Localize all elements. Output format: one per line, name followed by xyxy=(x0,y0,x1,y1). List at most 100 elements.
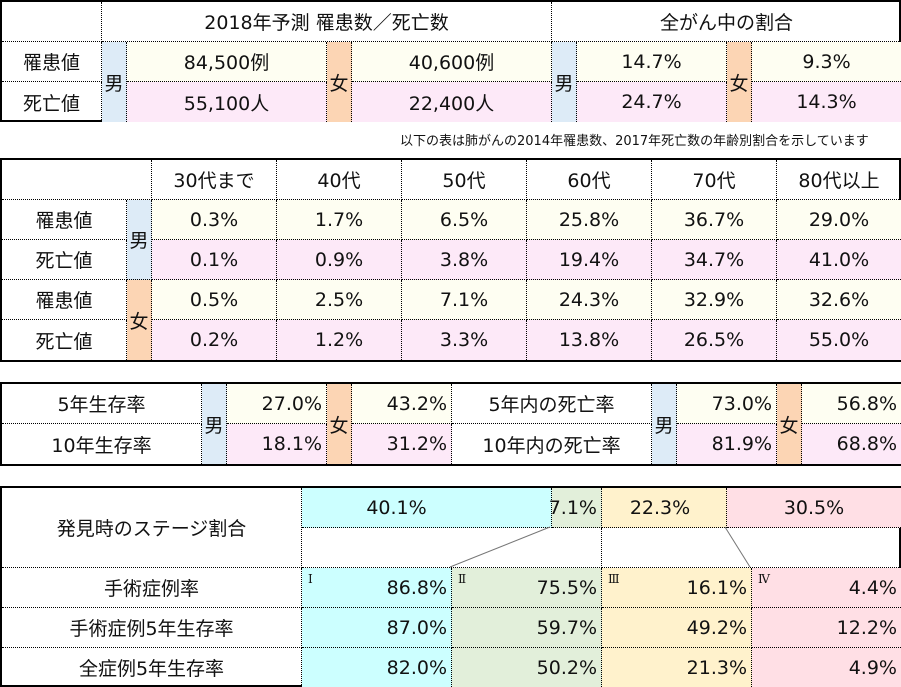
table-cell: 4.9% xyxy=(752,648,901,687)
forecast-header: 2018年予測 罹患数／死亡数 xyxy=(102,2,552,42)
male-label: 男 xyxy=(127,200,152,280)
stage2-share: 7.1% xyxy=(549,488,602,528)
stage3-surgery-rate: Ⅲ 16.1% xyxy=(602,568,752,608)
row-label: 死亡値 xyxy=(2,240,127,280)
survival-table: 5年生存率 10年生存率 男 27.0% 18.1% 女 43.2% 31.2%… xyxy=(0,382,901,466)
spacer-cell xyxy=(302,528,602,568)
age-distribution-table: 30代まで 40代 50代 60代 70代 80代以上 男 女 罹患値 0.3%… xyxy=(0,158,901,362)
table-cell: 3.8% xyxy=(402,240,527,280)
cell-value: 4.4% xyxy=(848,576,897,599)
table-cell: 3.3% xyxy=(402,320,527,360)
row-label: 5年内の死亡率 xyxy=(452,384,652,424)
stage1-share-value: 40.1% xyxy=(366,496,427,519)
stage2-numeral: Ⅱ xyxy=(458,572,467,586)
table-cell: 12.2% xyxy=(752,608,901,648)
forecast-table: 2018年予測 罹患数／死亡数 全がん中の割合 罹患値 死亡値 男 84,500… xyxy=(0,0,901,122)
male-incidence-count: 84,500例 xyxy=(127,42,327,82)
table-cell: 55.0% xyxy=(777,320,901,360)
male-incidence-ratio: 14.7% xyxy=(577,42,727,82)
table-cell: 49.2% xyxy=(602,608,752,648)
table-cell: 87.0% xyxy=(302,608,452,648)
male-label: 男 xyxy=(652,384,677,464)
row-label: 10年内の死亡率 xyxy=(452,424,652,464)
col-header: 70代 xyxy=(652,160,777,200)
table-cell: 0.2% xyxy=(152,320,277,360)
female-5yr-death: 56.8% xyxy=(802,384,901,424)
table-cell: 0.1% xyxy=(152,240,277,280)
table-cell: 1.7% xyxy=(277,200,402,240)
cell-value: 75.5% xyxy=(536,576,597,599)
male-label: 男 xyxy=(102,42,127,122)
stage4-share: 30.5% xyxy=(727,488,901,528)
row-label: 10年生存率 xyxy=(2,424,202,464)
col-header: 40代 xyxy=(277,160,402,200)
table-cell: 2.5% xyxy=(277,280,402,320)
col-header: 80代以上 xyxy=(777,160,901,200)
table-cell: 21.3% xyxy=(602,648,752,687)
stage1-share: 40.1% xyxy=(302,488,552,528)
table-cell: 0.3% xyxy=(152,200,277,240)
male-5yr-death: 73.0% xyxy=(677,384,777,424)
table-cell: 41.0% xyxy=(777,240,901,280)
female-label: 女 xyxy=(777,384,802,464)
corner-cell xyxy=(2,160,152,200)
female-label: 女 xyxy=(727,42,752,122)
row-label: 手術症例率 xyxy=(2,568,302,608)
stage3-numeral: Ⅲ xyxy=(608,572,620,586)
stage4-share-value: 30.5% xyxy=(783,496,845,519)
table-cell: 26.5% xyxy=(652,320,777,360)
male-death-ratio: 24.7% xyxy=(577,82,727,122)
table-cell: 6.5% xyxy=(402,200,527,240)
table-cell: 32.6% xyxy=(777,280,901,320)
corner-cell xyxy=(2,2,102,42)
table-cell: 82.0% xyxy=(302,648,452,687)
row-label: 罹患値 xyxy=(2,200,127,240)
female-label: 女 xyxy=(327,384,352,464)
cell-value: 86.8% xyxy=(386,576,447,599)
female-label: 女 xyxy=(327,42,352,122)
table-cell: 29.0% xyxy=(777,200,901,240)
table-cell: 13.8% xyxy=(527,320,652,360)
stage1-numeral: Ⅰ xyxy=(308,572,313,586)
male-label: 男 xyxy=(552,42,577,122)
row-label-death: 死亡値 xyxy=(2,82,102,122)
male-death-count: 55,100人 xyxy=(127,82,327,122)
female-label: 女 xyxy=(127,280,152,360)
table-cell: 25.8% xyxy=(527,200,652,240)
table-cell: 50.2% xyxy=(452,648,602,687)
row-label-incidence: 罹患値 xyxy=(2,42,102,82)
row-label: 手術症例5年生存率 xyxy=(2,608,302,648)
table-cell: 32.9% xyxy=(652,280,777,320)
female-10yr-death: 68.8% xyxy=(802,424,901,464)
row-label: 罹患値 xyxy=(2,280,127,320)
male-label: 男 xyxy=(202,384,227,464)
row-label: 全症例5年生存率 xyxy=(2,648,302,687)
table-cell: 19.4% xyxy=(527,240,652,280)
table-cell: 24.3% xyxy=(527,280,652,320)
table-cell: 36.7% xyxy=(652,200,777,240)
female-death-ratio: 14.3% xyxy=(752,82,901,122)
stage2-surgery-rate: Ⅱ 75.5% xyxy=(452,568,602,608)
row-label: 死亡値 xyxy=(2,320,127,360)
stage-label: 発見時のステージ割合 xyxy=(2,488,302,568)
stage4-numeral: Ⅳ xyxy=(758,572,770,586)
stage3-share-value: 22.3% xyxy=(629,496,691,519)
stage-table: 発見時のステージ割合 40.1% 7.1% 22.3% 30.5% 手術症例率 … xyxy=(0,486,901,687)
table-cell: 0.9% xyxy=(277,240,402,280)
cell-value: 16.1% xyxy=(686,576,747,599)
spacer-cell xyxy=(602,528,901,568)
female-incidence-ratio: 9.3% xyxy=(752,42,901,82)
table-cell: 1.2% xyxy=(277,320,402,360)
male-10yr-death: 81.9% xyxy=(677,424,777,464)
female-5yr-survival: 43.2% xyxy=(352,384,452,424)
male-5yr-survival: 27.0% xyxy=(227,384,327,424)
female-10yr-survival: 31.2% xyxy=(352,424,452,464)
table-note: 以下の表は肺がんの2014年罹患数、2017年死亡数の年齢別割合を示しています xyxy=(400,134,869,149)
table-cell: 59.7% xyxy=(452,608,602,648)
male-10yr-survival: 18.1% xyxy=(227,424,327,464)
stage4-surgery-rate: Ⅳ 4.4% xyxy=(752,568,901,608)
stage3-share: 22.3% xyxy=(602,488,727,528)
ratio-header: 全がん中の割合 xyxy=(552,2,901,42)
stage1-surgery-rate: Ⅰ 86.8% xyxy=(302,568,452,608)
col-header: 50代 xyxy=(402,160,527,200)
